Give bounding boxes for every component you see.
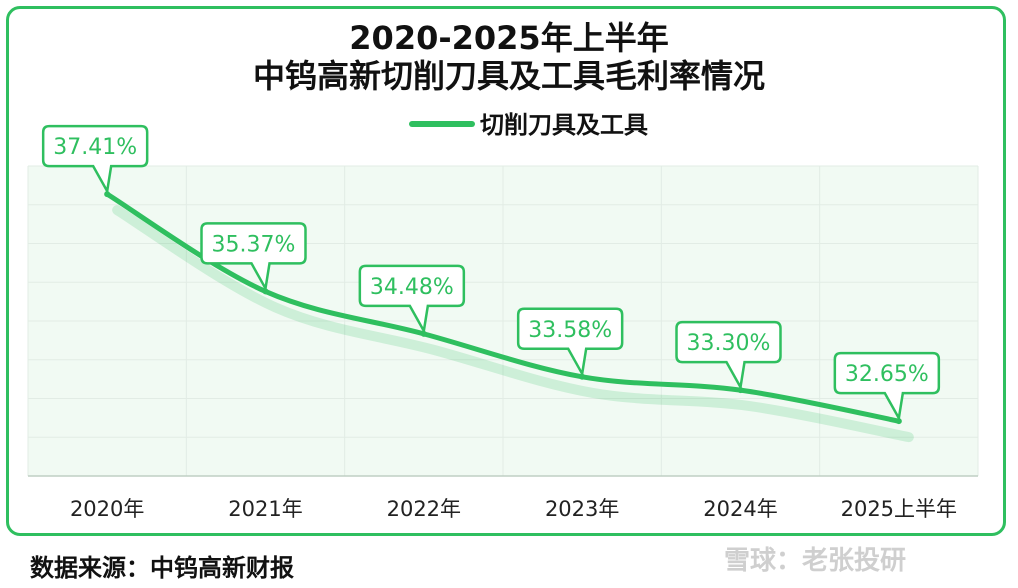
data-label-box <box>675 320 782 391</box>
x-tick-label: 2021年 <box>228 497 302 521</box>
x-tick-label: 2023年 <box>545 497 619 521</box>
chart-subtitle: 中钨高新切削刀具及工具毛利率情况 <box>252 57 765 95</box>
data-label-text: 33.58% <box>528 318 612 343</box>
data-point <box>895 418 902 425</box>
data-label: 35.37% <box>200 222 307 293</box>
data-label: 32.65% <box>833 351 941 422</box>
data-label-box <box>200 222 307 293</box>
x-tick-label: 2024年 <box>703 497 777 521</box>
series-line-shadow <box>112 205 914 443</box>
watermark: 雪球：老张投研 <box>724 546 907 576</box>
data-point <box>104 191 111 198</box>
chart-title: 2020-2025年上半年 <box>349 19 669 57</box>
data-label: 33.58% <box>516 307 624 378</box>
data-source: 数据来源：中钨高新财报 <box>30 554 294 582</box>
data-label-text: 33.30% <box>687 331 771 356</box>
data-label-text: 34.48% <box>370 275 454 300</box>
data-point <box>737 387 744 394</box>
data-point <box>579 373 586 380</box>
data-label-text: 35.37% <box>212 232 296 257</box>
data-label: 37.41% <box>41 124 149 195</box>
data-point <box>420 330 427 337</box>
data-label: 33.30% <box>675 320 782 391</box>
data-label-box <box>41 124 149 195</box>
series-line <box>104 191 902 424</box>
x-tick-label: 2025上半年 <box>841 497 957 521</box>
data-label-text: 32.65% <box>845 362 929 387</box>
data-label-box <box>516 307 624 378</box>
data-point <box>262 288 269 295</box>
data-label-box <box>358 264 466 335</box>
data-label-box <box>833 351 941 422</box>
data-label: 34.48% <box>358 264 466 335</box>
x-tick-label: 2020年 <box>70 497 144 521</box>
legend-label: 切削刀具及工具 <box>480 111 648 139</box>
data-label-text: 37.41% <box>53 135 137 160</box>
x-tick-label: 2022年 <box>387 497 461 521</box>
